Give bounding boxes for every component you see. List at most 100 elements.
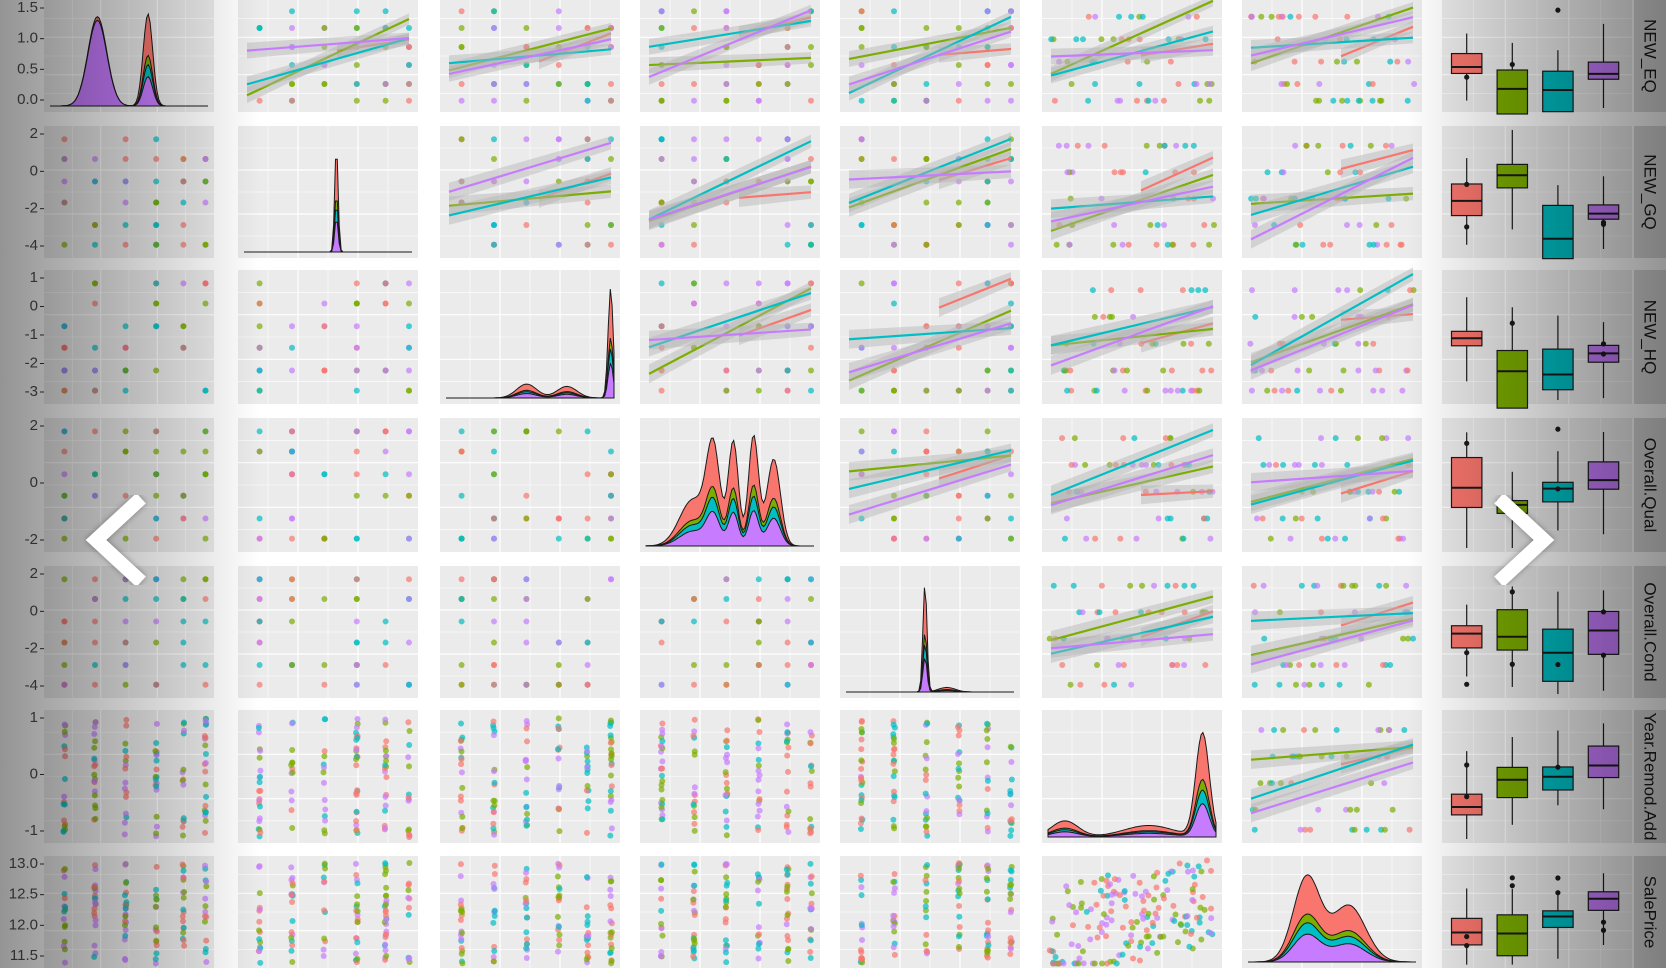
data-point (1164, 887, 1171, 894)
data-point (1379, 662, 1386, 668)
data-point (1145, 910, 1152, 917)
data-point (1370, 340, 1377, 347)
data-point (1208, 915, 1215, 922)
fit-line (1050, 615, 1214, 655)
data-point (491, 862, 498, 869)
data-point (608, 945, 615, 952)
data-point (923, 535, 930, 542)
data-point (1162, 435, 1169, 442)
data-point (923, 199, 930, 206)
data-point (984, 323, 991, 330)
data-point (288, 788, 295, 795)
data-point (491, 907, 498, 914)
data-point (458, 81, 465, 87)
data-point (1202, 287, 1209, 294)
data-point (458, 8, 465, 15)
data-point (556, 942, 563, 949)
data-point (984, 954, 991, 961)
data-point (858, 471, 865, 478)
data-point (354, 901, 361, 908)
data-point (1119, 951, 1126, 958)
data-point (1328, 753, 1335, 760)
data-point (691, 280, 697, 287)
data-point (1291, 287, 1298, 294)
data-point (491, 471, 497, 478)
data-point (289, 918, 296, 925)
data-point (1068, 387, 1075, 394)
data-point (458, 930, 465, 937)
data-point (1048, 36, 1055, 43)
previous-slide-button[interactable] (78, 493, 158, 587)
data-point (1292, 681, 1299, 688)
data-point (459, 960, 466, 967)
data-point (353, 471, 360, 478)
panel-r5-c3 (640, 710, 820, 843)
data-point (1301, 681, 1308, 688)
data-point (523, 97, 530, 104)
fit-line (1250, 743, 1414, 800)
data-point (1330, 97, 1337, 104)
data-point (1268, 367, 1275, 374)
data-point (608, 825, 615, 832)
data-point (723, 199, 730, 206)
data-point (459, 909, 466, 916)
data-point (955, 387, 962, 394)
data-point (858, 428, 865, 435)
data-point (1303, 142, 1310, 149)
fit-line (648, 140, 812, 221)
data-point (584, 515, 591, 522)
data-point (584, 471, 591, 478)
data-point (523, 576, 530, 583)
data-point (1318, 535, 1325, 542)
data-point (1318, 58, 1325, 65)
data-point (491, 178, 497, 185)
data-point (1314, 515, 1321, 522)
data-point (490, 958, 497, 965)
data-point (584, 222, 591, 228)
data-point (1401, 726, 1408, 733)
data-point (1293, 241, 1300, 248)
data-point (555, 241, 562, 248)
data-point (658, 280, 665, 287)
data-point (1050, 960, 1057, 967)
confidence-band (1251, 298, 1413, 380)
data-point (1311, 461, 1318, 468)
confidence-band (649, 159, 811, 231)
data-point (891, 870, 898, 877)
data-point (1251, 222, 1258, 228)
data-point (808, 926, 815, 933)
data-point (1160, 367, 1167, 374)
panel-r1-c3 (640, 126, 820, 258)
fit-line (246, 36, 410, 52)
data-point (1341, 662, 1348, 668)
data-point (1093, 901, 1100, 908)
fit-line (1250, 745, 1414, 761)
data-point (784, 241, 791, 248)
data-point (658, 222, 665, 228)
data-point (924, 720, 931, 727)
data-point (1160, 97, 1167, 104)
data-point (784, 768, 791, 775)
data-point (555, 662, 562, 668)
data-point (1125, 942, 1132, 949)
data-point (955, 492, 962, 499)
data-point (406, 323, 412, 330)
data-point (890, 760, 897, 767)
data-point (458, 756, 465, 763)
data-point (607, 717, 614, 724)
data-point (1312, 726, 1319, 733)
data-point (584, 428, 591, 435)
next-slide-button[interactable] (1482, 493, 1562, 587)
data-point (659, 720, 666, 727)
data-point (755, 800, 762, 807)
data-point (723, 882, 730, 889)
data-point (458, 950, 465, 957)
data-point (658, 925, 665, 932)
data-point (1206, 241, 1213, 248)
data-point (1142, 888, 1149, 895)
data-point (321, 25, 328, 31)
data-point (808, 890, 815, 897)
data-point (1140, 907, 1147, 914)
data-point (491, 885, 498, 892)
confidence-band (1251, 737, 1413, 808)
